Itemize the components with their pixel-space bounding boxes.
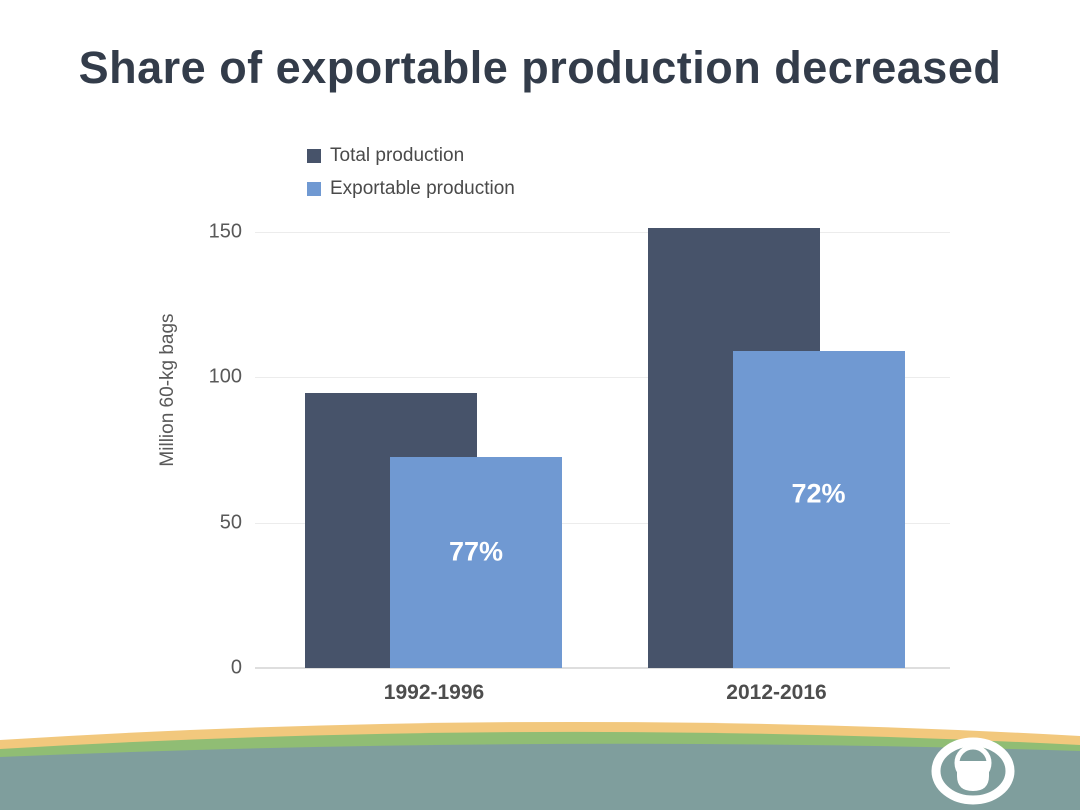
wave-band-teal [0, 743, 1080, 810]
legend-label-exportable-production: Exportable production [330, 177, 515, 199]
x-axis-baseline [255, 667, 950, 669]
gridline-150 [255, 232, 950, 234]
y-tick-150: 150 [208, 220, 242, 243]
bar-exportable-2012-2016: 72% [732, 351, 905, 668]
y-tick-100: 100 [208, 365, 242, 388]
x-category-label-2012-2016: 2012-2016 [726, 681, 827, 704]
gridline-100 [255, 377, 950, 379]
slide-title: Share of exportable production decreased [78, 42, 1002, 93]
bar-percentage-label: 77% [448, 536, 504, 567]
y-tick-0: 0 [230, 656, 242, 679]
y-axis-title: Million 60-kg bags [157, 313, 178, 467]
bar-percentage-label: 72% [791, 478, 846, 509]
legend-item-total-production: Total production [307, 145, 515, 166]
ico-logo-icon [931, 737, 1015, 805]
chart-legend: Total production Exportable production [307, 145, 515, 211]
legend-swatch-total-production [307, 148, 321, 163]
legend-item-exportable-production: Exportable production [307, 178, 515, 199]
y-tick-50: 50 [219, 511, 242, 534]
footer-wave-decoration [0, 721, 1080, 810]
legend-swatch-exportable-production [307, 181, 321, 196]
x-category-label-1992-1996: 1992-1996 [383, 681, 485, 704]
gridline-50 [255, 522, 950, 524]
bar-exportable-1992-1996: 77% [390, 457, 562, 668]
legend-label-total-production: Total production [330, 144, 465, 166]
